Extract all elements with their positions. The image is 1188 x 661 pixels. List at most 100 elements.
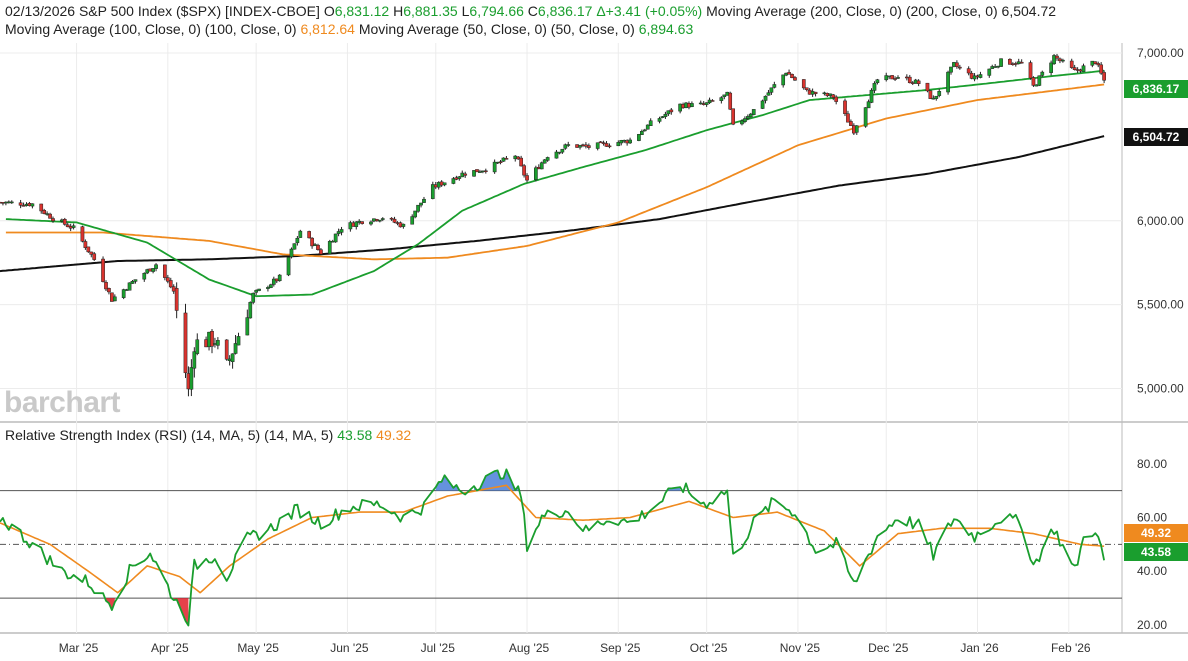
candle-down [463,173,468,176]
candle-up [1040,71,1045,76]
candle-down [787,72,791,75]
candle-up [245,317,250,336]
candle-down [42,210,47,214]
candle-up [648,120,653,126]
ma-header: Moving Average (100, Close, 0) (100, Clo… [5,21,693,37]
change-value: Δ+3.41 (+0.05%) [596,3,703,19]
candle-up [949,66,953,73]
candle-down [916,80,921,84]
candle-down [728,92,733,110]
ma200-value: 6,504.72 [1001,3,1057,19]
candle-up [410,216,415,225]
y-tick-label: 7,000.00 [1137,46,1184,60]
candle-up [863,107,868,127]
candle-down [65,224,70,228]
candlestick-series [0,53,1106,397]
ma50-line [5,69,1105,298]
candle-up [248,302,253,319]
candle-up [257,288,261,291]
candle-up [71,225,76,228]
candle-up [30,203,35,207]
candle-up [663,113,668,117]
candle-down [813,91,818,94]
rsi-y-tick-label: 60.00 [1137,511,1167,525]
candle-down [101,258,105,282]
rsi-label: Relative Strength Index (RSI) (14, MA, 5… [5,427,334,443]
candle-up [566,144,571,146]
y-tick-label: 5,000.00 [1137,381,1184,395]
rsi-y-tick-label: 20.00 [1137,618,1167,632]
candle-up [295,238,300,244]
candle-up [578,145,582,148]
x-tick-label: Dec '25 [868,641,909,655]
candle-down [360,221,364,224]
candle-up [327,241,332,255]
candle-up [854,125,859,133]
candle-up [286,257,291,276]
candle-up [542,159,547,164]
candle-up [1061,59,1065,62]
candle-up [545,157,550,161]
candle-down [224,339,229,360]
candle-up [1037,75,1042,86]
candle-up [151,268,155,272]
candle-up [616,142,621,147]
candle-up [422,198,426,203]
candle-down [310,237,314,247]
candle-up [746,116,750,119]
candle-up [333,233,338,243]
candle-down [89,251,94,255]
candle-down [307,231,312,239]
candle-up [640,131,644,135]
candle-down [669,109,674,113]
candle-up [666,110,671,115]
candle-down [804,87,809,90]
candle-down [1019,61,1024,64]
candle-down [925,82,930,92]
candle-down [1102,72,1106,81]
candle-up [401,223,406,227]
candle-down [80,226,85,242]
candle-down [483,170,488,172]
candle-down [475,169,479,173]
candle-down [801,79,806,89]
x-tick-label: Jun '25 [330,641,369,655]
candle-down [48,213,52,219]
candle-up [554,151,559,159]
candle-down [183,312,188,374]
candle-up [645,124,650,130]
ma100-label: Moving Average (100, Close, 0) (100, Clo… [5,21,297,37]
candle-up [763,95,768,101]
candle-up [233,343,238,354]
candle-up [9,201,14,204]
open-value: 6,831.12 [334,3,390,19]
candle-down [793,77,797,81]
x-tick-label: May '25 [237,641,279,655]
candle-up [766,92,771,96]
candle-up [866,101,871,109]
candle-up [442,182,447,186]
high-value: 6,881.35 [403,3,458,19]
candle-up [1049,62,1053,73]
candle-down [174,288,179,311]
candle-down [163,264,167,278]
candle-up [1052,55,1056,65]
candle-down [893,78,897,80]
candle-up [472,170,476,177]
candle-up [563,144,568,149]
candle-up [380,218,385,220]
candle-down [319,249,323,255]
candle-down [18,202,23,206]
x-tick-label: Jul '25 [421,641,456,655]
candle-up [628,139,632,144]
x-tick-label: Mar '25 [59,641,99,655]
rsi-line [0,468,1105,627]
candle-down [1069,60,1074,68]
candle-up [419,202,423,206]
rsi-ma-tag: 49.32 [1124,524,1188,542]
candle-up [377,219,382,222]
ma100-line [5,83,1105,261]
rsi-header: Relative Strength Index (RSI) (14, MA, 5… [5,427,411,443]
candle-up [896,77,900,79]
candle-down [1072,67,1077,70]
